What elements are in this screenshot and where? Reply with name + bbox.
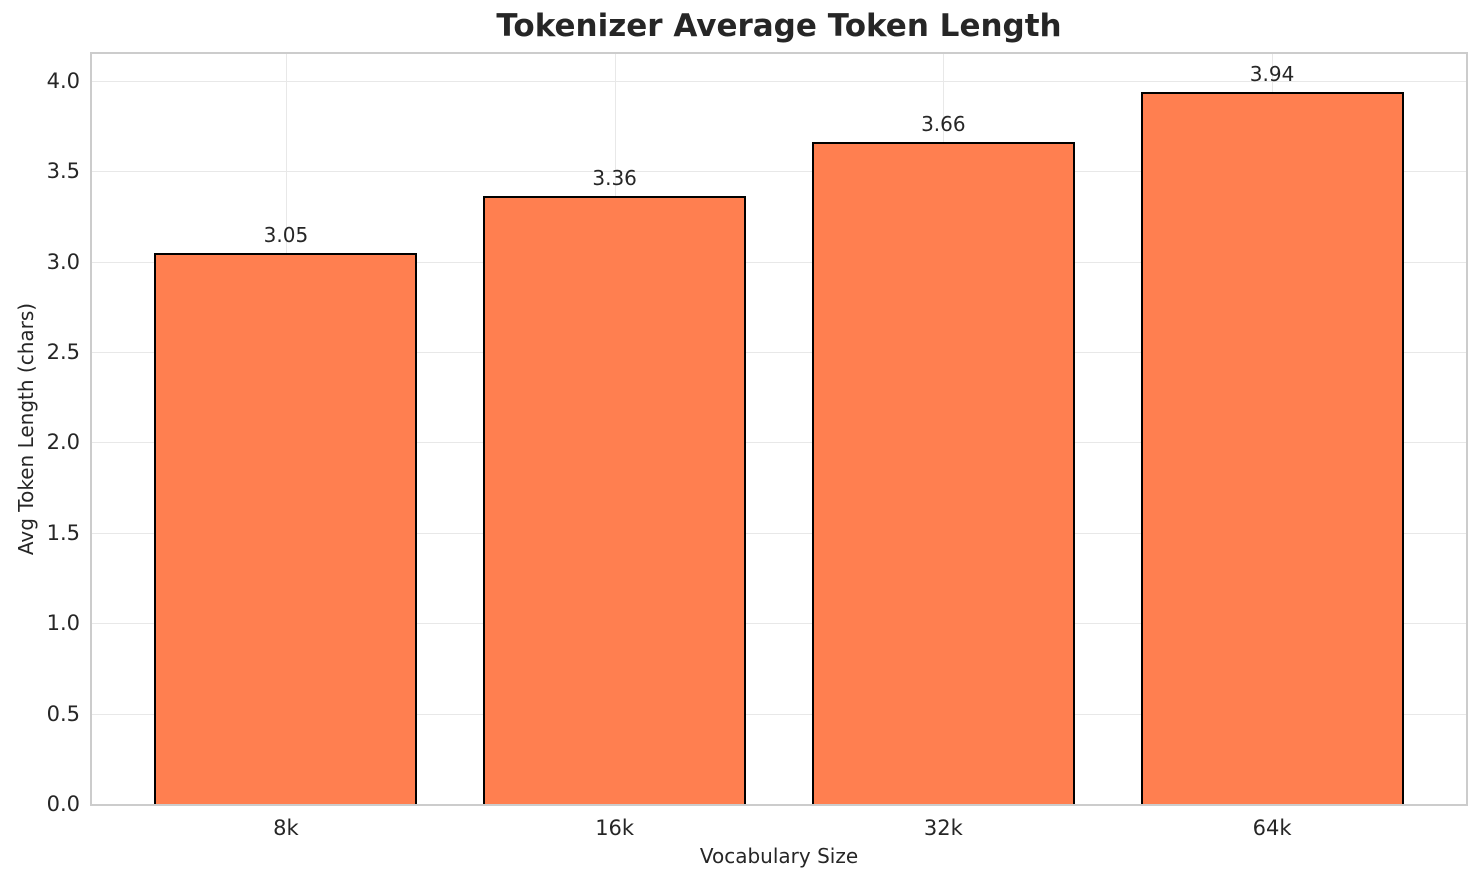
y-tick-label: 0.0	[46, 792, 80, 816]
x-tick-label: 8k	[273, 816, 299, 840]
bar-value-label: 3.94	[1249, 61, 1295, 86]
y-tick-label: 3.0	[46, 249, 80, 274]
y-gridline	[92, 171, 1466, 173]
y-tick-label: 2.0	[46, 430, 80, 455]
y-tick-label: 1.5	[46, 520, 80, 545]
y-gridline	[92, 623, 1466, 625]
y-axis-label: Avg Token Length (chars)	[14, 302, 38, 556]
x-axis-label: Vocabulary Size	[699, 844, 859, 868]
y-gridline	[92, 713, 1466, 715]
y-gridline	[92, 261, 1466, 263]
x-tick-label: 64k	[1252, 816, 1292, 840]
bar	[483, 196, 747, 804]
x-tick-label: 32k	[923, 816, 963, 840]
y-tick-label: 3.5	[46, 159, 80, 184]
chart-title: Tokenizer Average Token Length	[496, 8, 1062, 44]
bar-value-label: 3.66	[921, 112, 966, 137]
x-tick-label: 16k	[595, 816, 635, 840]
y-tick-label: 0.5	[46, 701, 80, 726]
bar	[154, 252, 418, 804]
plot-area: 0.0 0.5 1.0 1.5 2.0 2.5 3.0 3.5 4.0 3.05 8k 3.36 16k…	[47, 52, 1468, 840]
bar-value-label: 3.05	[263, 222, 309, 247]
y-tick-label: 4.0	[46, 68, 80, 93]
y-tick-label: 1.0	[46, 611, 80, 636]
y-gridline	[92, 80, 1466, 82]
y-tick-label: 2.5	[46, 339, 80, 364]
bar	[1140, 91, 1404, 804]
y-gridline	[92, 442, 1466, 444]
y-axis-label-wrap: Avg Token Length (chars)	[0, 52, 52, 806]
bar	[811, 142, 1075, 804]
y-gridline	[92, 351, 1466, 353]
bar-value-label: 3.36	[592, 166, 637, 191]
y-gridline	[92, 532, 1466, 534]
